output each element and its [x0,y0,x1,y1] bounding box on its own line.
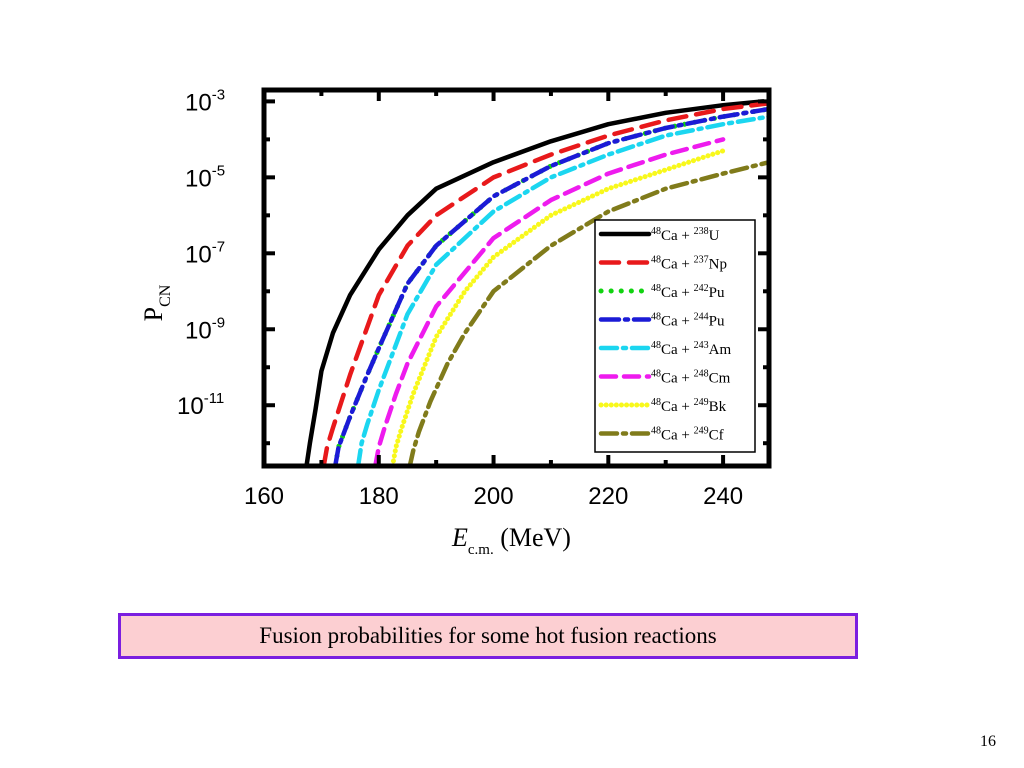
legend-label-4: 48Ca + 243Am [651,340,731,358]
legend-label-2: 48Ca + 242Pu [651,283,725,301]
y-tick-label-3: 10-9 [185,314,225,344]
y-tick-label-0: 10-3 [185,86,225,116]
x-tick-label-3: 220 [588,483,628,510]
caption-text: Fusion probabilities for some hot fusion… [259,623,717,648]
legend-label-7: 48Ca + 249Cf [651,426,724,444]
series-line-4 [355,114,769,466]
series-line-3 [332,106,769,466]
plot-frame [261,87,772,469]
legend: 48Ca + 238U 48Ca + 237Np 48Ca + 242Pu 48Ca … [594,219,756,453]
series-group [304,99,769,466]
y-tick-label-2: 10-7 [185,238,225,268]
x-axis-title: Ec.m. (MeV) [451,523,571,558]
x-tick-label-0: 160 [244,483,284,510]
legend-label-6: 48Ca + 249Bk [651,397,727,415]
series-line-6 [390,148,726,466]
y-tick-label-4: 10-11 [177,390,224,420]
x-tick-label-1: 180 [359,483,399,510]
legend-label-0: 48Ca + 238U [651,226,720,244]
legend-box [594,219,756,453]
legend-label-3: 48Ca + 244Pu [651,312,725,330]
page-number: 16 [980,733,996,750]
fusion-probability-chart: 160 180 200 220 240 10-3 10-5 10-7 10-9 10-11 Ec.m… [139,86,772,558]
x-tick-label-4: 240 [703,483,743,510]
series-line-5 [373,137,726,466]
caption-box: Fusion probabilities for some hot fusion… [118,613,858,659]
legend-label-5: 48Ca + 248Cm [651,369,731,387]
legend-label-1: 48Ca + 237Np [651,255,727,273]
series-line-1 [321,101,769,466]
y-tick-label-1: 10-5 [185,162,225,192]
y-axis-title: PCN [139,284,174,321]
series-line-7 [407,159,769,466]
series-line-0 [304,99,766,466]
x-tick-label-2: 200 [474,483,514,510]
